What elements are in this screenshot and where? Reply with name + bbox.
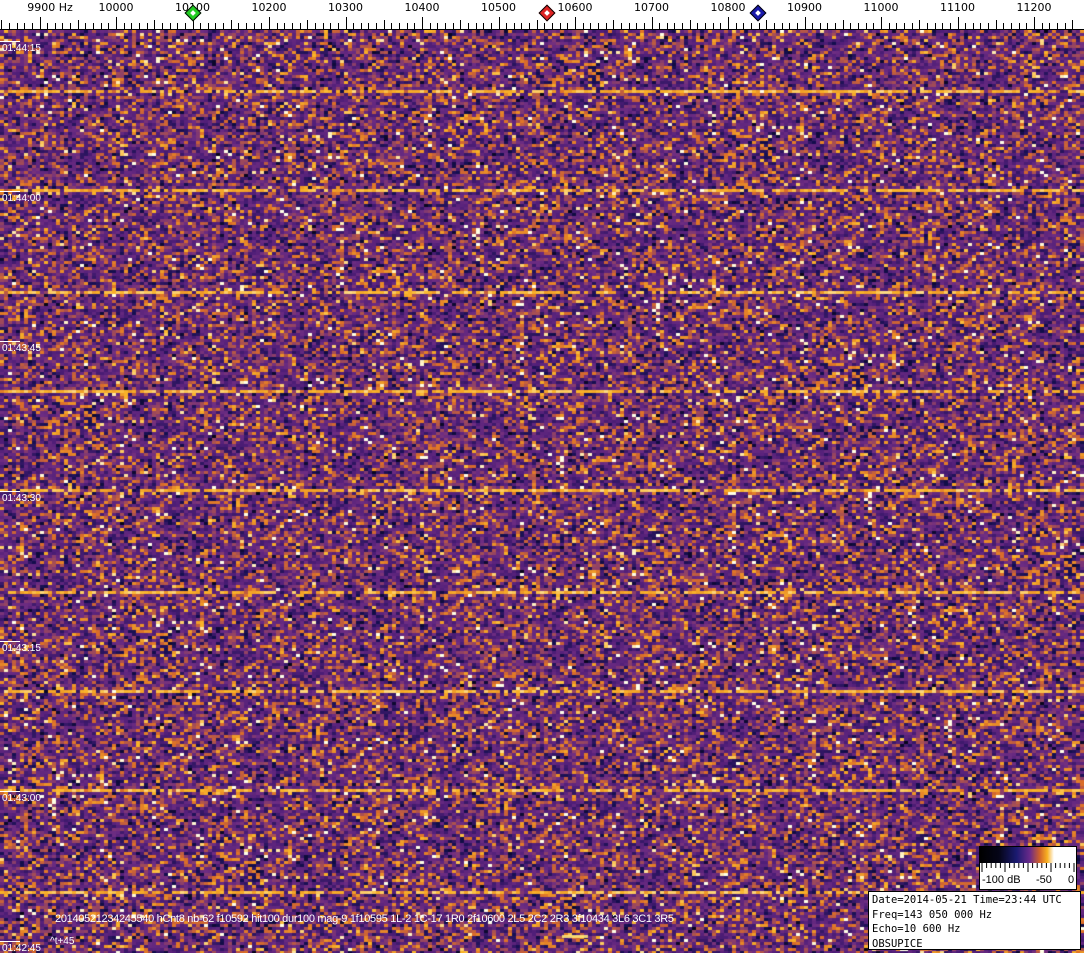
colorbar-mid-label: -50 xyxy=(1036,874,1052,886)
time-label: 01:44:00 xyxy=(2,193,41,204)
colorbar-ticks xyxy=(981,863,1075,872)
time-tick xyxy=(0,491,20,492)
time-tick xyxy=(0,641,20,642)
colorbar-gradient xyxy=(980,847,1076,863)
frequency-tick-label: 11000 xyxy=(863,1,899,14)
time-label: 01:44:15 xyxy=(2,43,41,54)
frequency-tick-label: 11200 xyxy=(1016,1,1052,14)
time-tick xyxy=(0,941,20,942)
time-label: 01:42:45 xyxy=(2,943,41,954)
detection-info-text: 20140521234245540 hCnt8 nb-62 f10592 hit… xyxy=(55,913,674,925)
time-label: 01:43:00 xyxy=(2,793,41,804)
waterfall-spectrogram[interactable] xyxy=(0,30,1084,953)
frequency-tick-label: 10800 xyxy=(710,1,746,14)
frequency-tick-label: 10600 xyxy=(557,1,593,14)
frequency-unit-label: 9900 Hz xyxy=(27,1,73,14)
frequency-tick-label: 10200 xyxy=(251,1,287,14)
time-label: 01:43:45 xyxy=(2,343,41,354)
time-tick xyxy=(0,341,20,342)
frequency-tick-label: 10300 xyxy=(328,1,363,14)
frequency-tick-label: 10000 xyxy=(98,1,134,14)
frequency-tick-label: 11100 xyxy=(940,1,975,14)
station-line: OBSUPICE xyxy=(872,937,923,950)
relative-time-label: ^t+45 xyxy=(50,936,75,947)
colorbar-min-label: -100 dB xyxy=(982,874,1021,886)
colorbar-legend: -100 dB -50 0 xyxy=(979,846,1077,890)
colorbar-max-label: 0 xyxy=(1068,874,1075,886)
time-tick xyxy=(0,191,20,192)
frequency-axis: 9900 Hz 10000101001020010300104001050010… xyxy=(0,0,1084,30)
frequency-tick-label: 10900 xyxy=(787,1,822,14)
frequency-tick-label: 10500 xyxy=(481,1,516,14)
time-label: 01:43:15 xyxy=(2,643,41,654)
frequency-line: Freq=143 050 000 Hz xyxy=(872,908,993,921)
time-label: 01:43:30 xyxy=(2,493,41,504)
frequency-tick-label: 10700 xyxy=(634,1,669,14)
time-tick xyxy=(0,791,20,792)
frequency-ticks xyxy=(0,17,1084,30)
date-time-line: Date=2014-05-21 Time=23:44 UTC xyxy=(872,894,1062,906)
echo-line: Echo=10 600 Hz xyxy=(872,923,961,935)
info-box: Date=2014-05-21 Time=23:44 UTC Freq=143 … xyxy=(868,891,1081,950)
frequency-tick-label: 10400 xyxy=(404,1,440,14)
time-tick xyxy=(0,41,20,42)
